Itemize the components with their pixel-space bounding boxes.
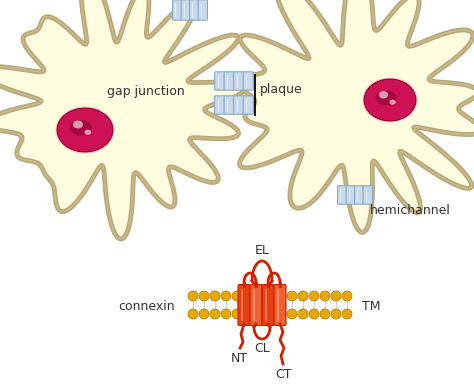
Text: TM: TM — [363, 301, 381, 314]
Text: EL: EL — [255, 244, 269, 257]
Circle shape — [331, 309, 341, 319]
FancyBboxPatch shape — [173, 0, 182, 20]
Ellipse shape — [376, 90, 396, 105]
Circle shape — [232, 291, 242, 301]
Circle shape — [254, 291, 264, 301]
Ellipse shape — [73, 121, 83, 128]
Circle shape — [243, 309, 253, 319]
Circle shape — [287, 309, 297, 319]
FancyBboxPatch shape — [274, 284, 286, 326]
Circle shape — [221, 291, 231, 301]
Circle shape — [254, 309, 264, 319]
Text: NT: NT — [230, 352, 247, 365]
FancyBboxPatch shape — [346, 186, 356, 204]
FancyBboxPatch shape — [198, 0, 208, 20]
FancyBboxPatch shape — [181, 0, 191, 20]
Circle shape — [188, 309, 198, 319]
Circle shape — [276, 291, 286, 301]
FancyBboxPatch shape — [243, 72, 254, 90]
Text: plaque: plaque — [260, 83, 303, 96]
FancyBboxPatch shape — [215, 72, 225, 90]
FancyBboxPatch shape — [238, 284, 250, 326]
Circle shape — [199, 309, 209, 319]
Circle shape — [298, 291, 308, 301]
Circle shape — [210, 309, 220, 319]
Circle shape — [331, 291, 341, 301]
Ellipse shape — [379, 91, 388, 99]
Polygon shape — [238, 0, 474, 232]
FancyBboxPatch shape — [234, 72, 244, 90]
Circle shape — [188, 291, 198, 301]
Circle shape — [232, 309, 242, 319]
Circle shape — [276, 309, 286, 319]
Text: CL: CL — [254, 342, 270, 355]
Ellipse shape — [84, 129, 91, 135]
Circle shape — [309, 291, 319, 301]
Circle shape — [342, 291, 352, 301]
Circle shape — [320, 309, 330, 319]
Circle shape — [298, 309, 308, 319]
Circle shape — [320, 291, 330, 301]
Text: gap junction: gap junction — [107, 85, 185, 99]
Ellipse shape — [70, 120, 92, 135]
Polygon shape — [0, 0, 245, 239]
FancyBboxPatch shape — [234, 96, 244, 114]
Ellipse shape — [57, 108, 113, 152]
FancyBboxPatch shape — [262, 284, 274, 326]
FancyBboxPatch shape — [337, 186, 347, 204]
Ellipse shape — [364, 79, 416, 121]
Circle shape — [342, 309, 352, 319]
Circle shape — [210, 291, 220, 301]
FancyBboxPatch shape — [250, 284, 262, 326]
Circle shape — [309, 309, 319, 319]
Text: CT: CT — [276, 368, 292, 381]
Circle shape — [265, 291, 275, 301]
FancyBboxPatch shape — [224, 96, 235, 114]
FancyBboxPatch shape — [355, 186, 364, 204]
Circle shape — [243, 291, 253, 301]
Circle shape — [199, 291, 209, 301]
Text: hemichannel: hemichannel — [370, 204, 451, 216]
FancyBboxPatch shape — [243, 96, 254, 114]
Text: connexin: connexin — [118, 301, 174, 314]
FancyBboxPatch shape — [190, 0, 199, 20]
Circle shape — [265, 309, 275, 319]
Circle shape — [221, 309, 231, 319]
Circle shape — [287, 291, 297, 301]
Ellipse shape — [390, 99, 396, 105]
FancyBboxPatch shape — [215, 96, 225, 114]
FancyBboxPatch shape — [363, 186, 373, 204]
FancyBboxPatch shape — [224, 72, 235, 90]
